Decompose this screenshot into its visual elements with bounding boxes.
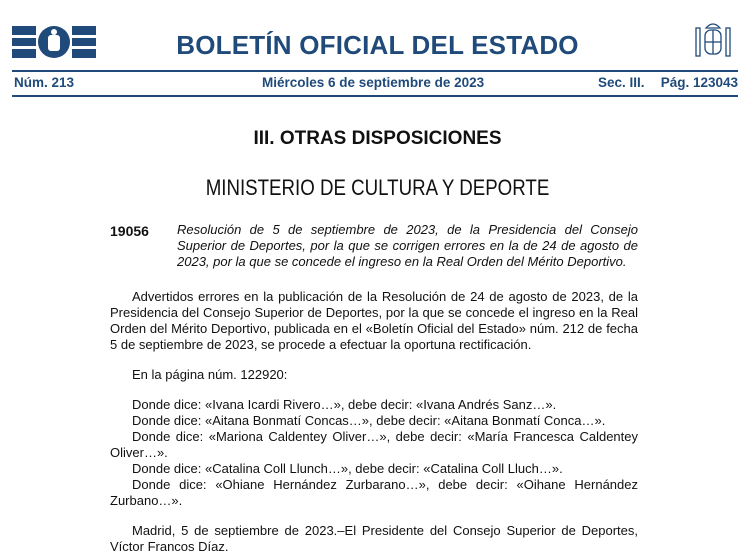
page-reference: En la página núm. 122920: [132, 367, 288, 382]
page-number: Pág. 123043 [660, 75, 738, 90]
correction-item: Donde dice: «Ohiane Hernández Zurbarano…… [110, 477, 638, 508]
section-label: Sec. III. [598, 75, 645, 90]
intro-paragraph: Advertidos errores en la publicación de … [110, 289, 638, 352]
header-rule-top [12, 70, 738, 72]
issue-number: Núm. 213 [14, 75, 75, 90]
coat-of-arms-icon [695, 23, 731, 57]
signature: Madrid, 5 de septiembre de 2023.–El Pres… [110, 523, 638, 554]
correction-item: Donde dice: «Catalina Coll Llunch…», deb… [132, 461, 563, 476]
document-body: Advertidos errores en la publicación de … [110, 289, 638, 555]
issue-date: Miércoles 6 de septiembre de 2023 [262, 75, 485, 90]
correction-item: Donde dice: «Ivana Icardi Rivero…», debe… [132, 397, 557, 412]
gazette-title: BOLETÍN OFICIAL DEL ESTADO [176, 30, 579, 60]
ministry-title: MINISTERIO DE CULTURA Y DEPORTE [205, 175, 550, 200]
boe-logo [12, 26, 96, 58]
header-rule-bottom [12, 95, 738, 97]
correction-item: Donde dice: «Mariona Caldentey Oliver…»,… [110, 429, 638, 460]
correction-item: Donde dice: «Aitana Bonmatí Concas…», de… [132, 413, 606, 428]
section-title: III. OTRAS DISPOSICIONES [253, 128, 502, 149]
entry-summary: Resolución de 5 de septiembre de 2023, d… [177, 222, 638, 269]
entry-number: 19056 [110, 223, 149, 239]
